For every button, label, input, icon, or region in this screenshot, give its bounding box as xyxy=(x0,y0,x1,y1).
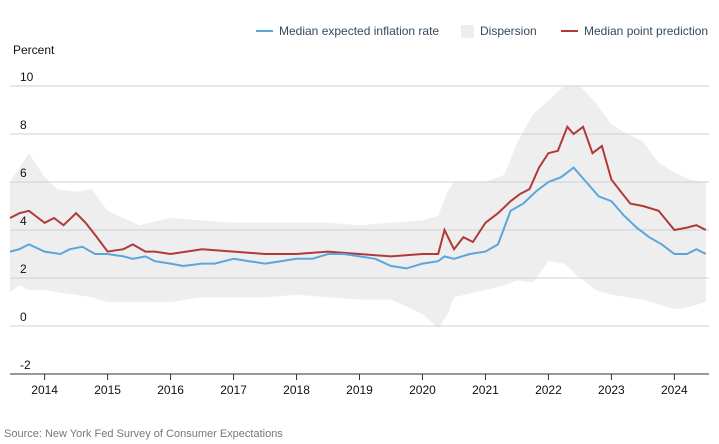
x-axis-ticks: 2014 2015 2016 2017 2018 2019 2020 2021 2022 2023… xyxy=(31,374,688,397)
legend-label-median-expected: Median expected inflation rate xyxy=(279,24,439,38)
x-tick-label-1: 2015 xyxy=(94,383,121,397)
legend-swatch-dispersion xyxy=(461,25,474,38)
x-tick-label-9: 2023 xyxy=(598,383,625,397)
x-tick-label-5: 2019 xyxy=(346,383,373,397)
legend-label-median-point: Median point prediction xyxy=(584,24,708,38)
x-tick-label-10: 2024 xyxy=(661,383,688,397)
y-tick-label-5: 8 xyxy=(20,118,27,132)
x-tick-label-8: 2022 xyxy=(535,383,562,397)
y-axis-label: Percent xyxy=(13,43,55,57)
legend-label-dispersion: Dispersion xyxy=(480,24,537,38)
y-tick-label-3: 4 xyxy=(20,214,27,228)
y-tick-label-4: 6 xyxy=(20,166,27,180)
x-tick-label-4: 2018 xyxy=(283,383,310,397)
source-note: Source: New York Fed Survey of Consumer … xyxy=(4,428,283,440)
gridlines xyxy=(10,85,709,327)
y-tick-label-6: 10 xyxy=(20,70,34,84)
dispersion-band xyxy=(10,86,706,329)
x-tick-label-0: 2014 xyxy=(31,383,58,397)
x-tick-label-7: 2021 xyxy=(472,383,499,397)
y-tick-labels: -2 0 2 4 6 8 10 xyxy=(20,70,34,372)
y-tick-label-1: 0 xyxy=(20,310,27,324)
y-tick-label-0: -2 xyxy=(20,358,31,372)
median-point-prediction-line xyxy=(9,124,707,258)
median-expected-inflation-line xyxy=(9,166,707,270)
y-tick-label-2: 2 xyxy=(20,262,27,276)
x-tick-label-3: 2017 xyxy=(220,383,247,397)
x-tick-label-2: 2016 xyxy=(157,383,184,397)
x-tick-label-6: 2020 xyxy=(409,383,436,397)
legend: Median expected inflation rate Dispersio… xyxy=(256,24,708,38)
